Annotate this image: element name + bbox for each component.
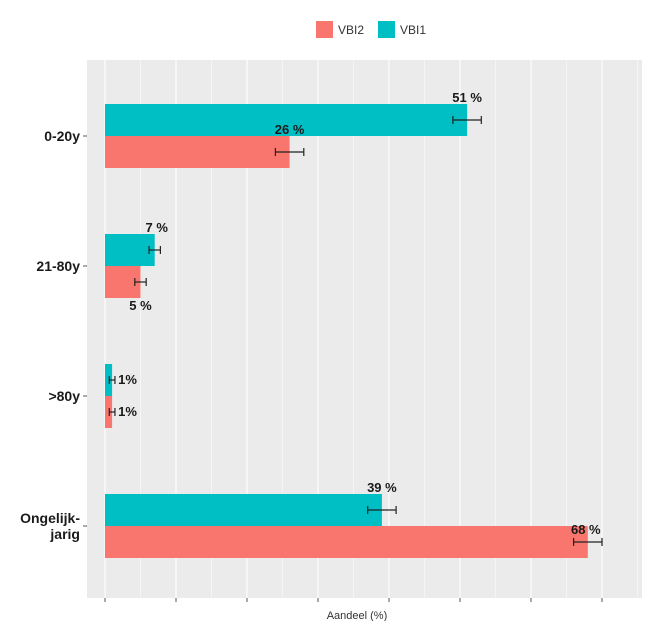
bars: 51 % 7 % 1% 39 % 26 % 5 % 1% 68 %	[105, 90, 603, 558]
data-label-vbi1: 1%	[118, 372, 137, 387]
bar-vbi1	[105, 104, 468, 136]
bar-vbi1	[105, 234, 155, 266]
legend: VBI2 VBI1	[316, 21, 426, 38]
category-label: 21-80y	[36, 258, 80, 274]
data-label-vbi1: 39 %	[367, 480, 397, 495]
data-label-vbi1: 51 %	[452, 90, 482, 105]
category-label-line: jarig	[49, 526, 80, 542]
legend-label: VBI1	[400, 23, 426, 37]
data-label-vbi1: 7 %	[145, 220, 168, 235]
bar-vbi2	[105, 526, 588, 558]
error-bar	[148, 246, 161, 254]
data-label-vbi2: 5 %	[129, 298, 152, 313]
error-bar	[274, 148, 305, 156]
data-label-vbi2: 1%	[118, 404, 137, 419]
category-label: >80y	[48, 388, 80, 404]
legend-swatch	[316, 21, 333, 38]
category-label: Ongelijk-jarig	[20, 510, 80, 542]
legend-swatch	[378, 21, 395, 38]
error-bar	[572, 538, 603, 546]
bar-vbi2	[105, 396, 113, 428]
data-label-vbi2: 26 %	[275, 122, 305, 137]
category-label: 0-20y	[44, 128, 80, 144]
category-label-line: >80y	[48, 388, 80, 404]
category-axis: 0-20y 21-80y >80y Ongelijk-jarig	[20, 128, 87, 542]
error-bar	[108, 376, 116, 384]
legend-label: VBI2	[338, 23, 364, 37]
error-bar	[134, 278, 147, 286]
bar-vbi1	[105, 494, 382, 526]
data-label-vbi2: 68 %	[571, 522, 601, 537]
bar-vbi1	[105, 364, 113, 396]
error-bar	[367, 506, 397, 514]
bar-vbi2	[105, 136, 290, 168]
error-bar	[452, 116, 482, 124]
category-label-line: 21-80y	[36, 258, 80, 274]
category-label-line: 0-20y	[44, 128, 80, 144]
error-bar	[108, 408, 116, 416]
category-label-line: Ongelijk-	[20, 510, 80, 526]
x-axis-title: Aandeel (%)	[327, 610, 388, 621]
